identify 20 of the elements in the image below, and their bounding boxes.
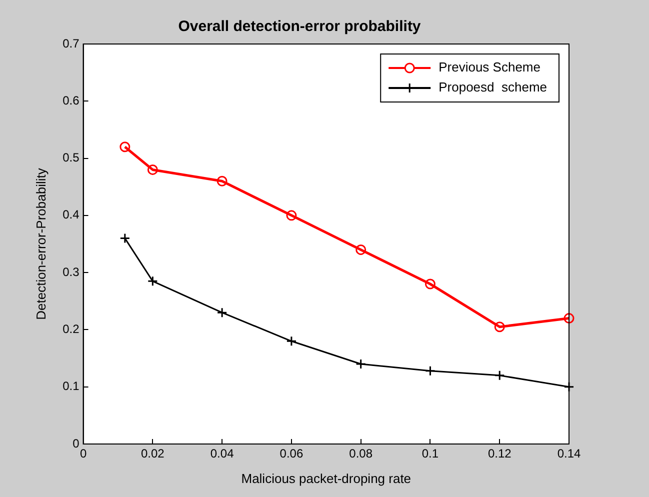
y-axis-title: Detection-error-Probability	[33, 168, 48, 320]
y-tick-label: 0.4	[62, 208, 80, 222]
y-tick-label: 0.3	[62, 264, 80, 279]
x-tick-label: 0.04	[210, 446, 234, 461]
chart-title: Overall detection-error probability	[178, 18, 422, 36]
y-tick-label: 0.6	[62, 93, 80, 108]
y-tick-label: 0	[72, 436, 80, 450]
y-tick-label: 0.5	[62, 150, 80, 165]
y-tick-label: 0.2	[62, 322, 80, 336]
x-tick-label: 0.1	[422, 446, 439, 461]
x-tick-label: 0.12	[488, 446, 512, 461]
x-tick-label: 0.06	[280, 446, 304, 461]
legend-label: Propoesd scheme	[438, 80, 548, 95]
legend-label: Previous Scheme	[438, 60, 540, 75]
x-tick-label: 0.02	[140, 446, 165, 461]
x-tick-label: 0.14	[557, 446, 581, 461]
y-tick-label: 0.1	[62, 379, 80, 394]
x-axis-title: Malicious packet-droping rate	[241, 470, 412, 486]
y-tick-label: 0.7	[62, 36, 80, 50]
x-tick-label: 0.08	[349, 446, 373, 461]
